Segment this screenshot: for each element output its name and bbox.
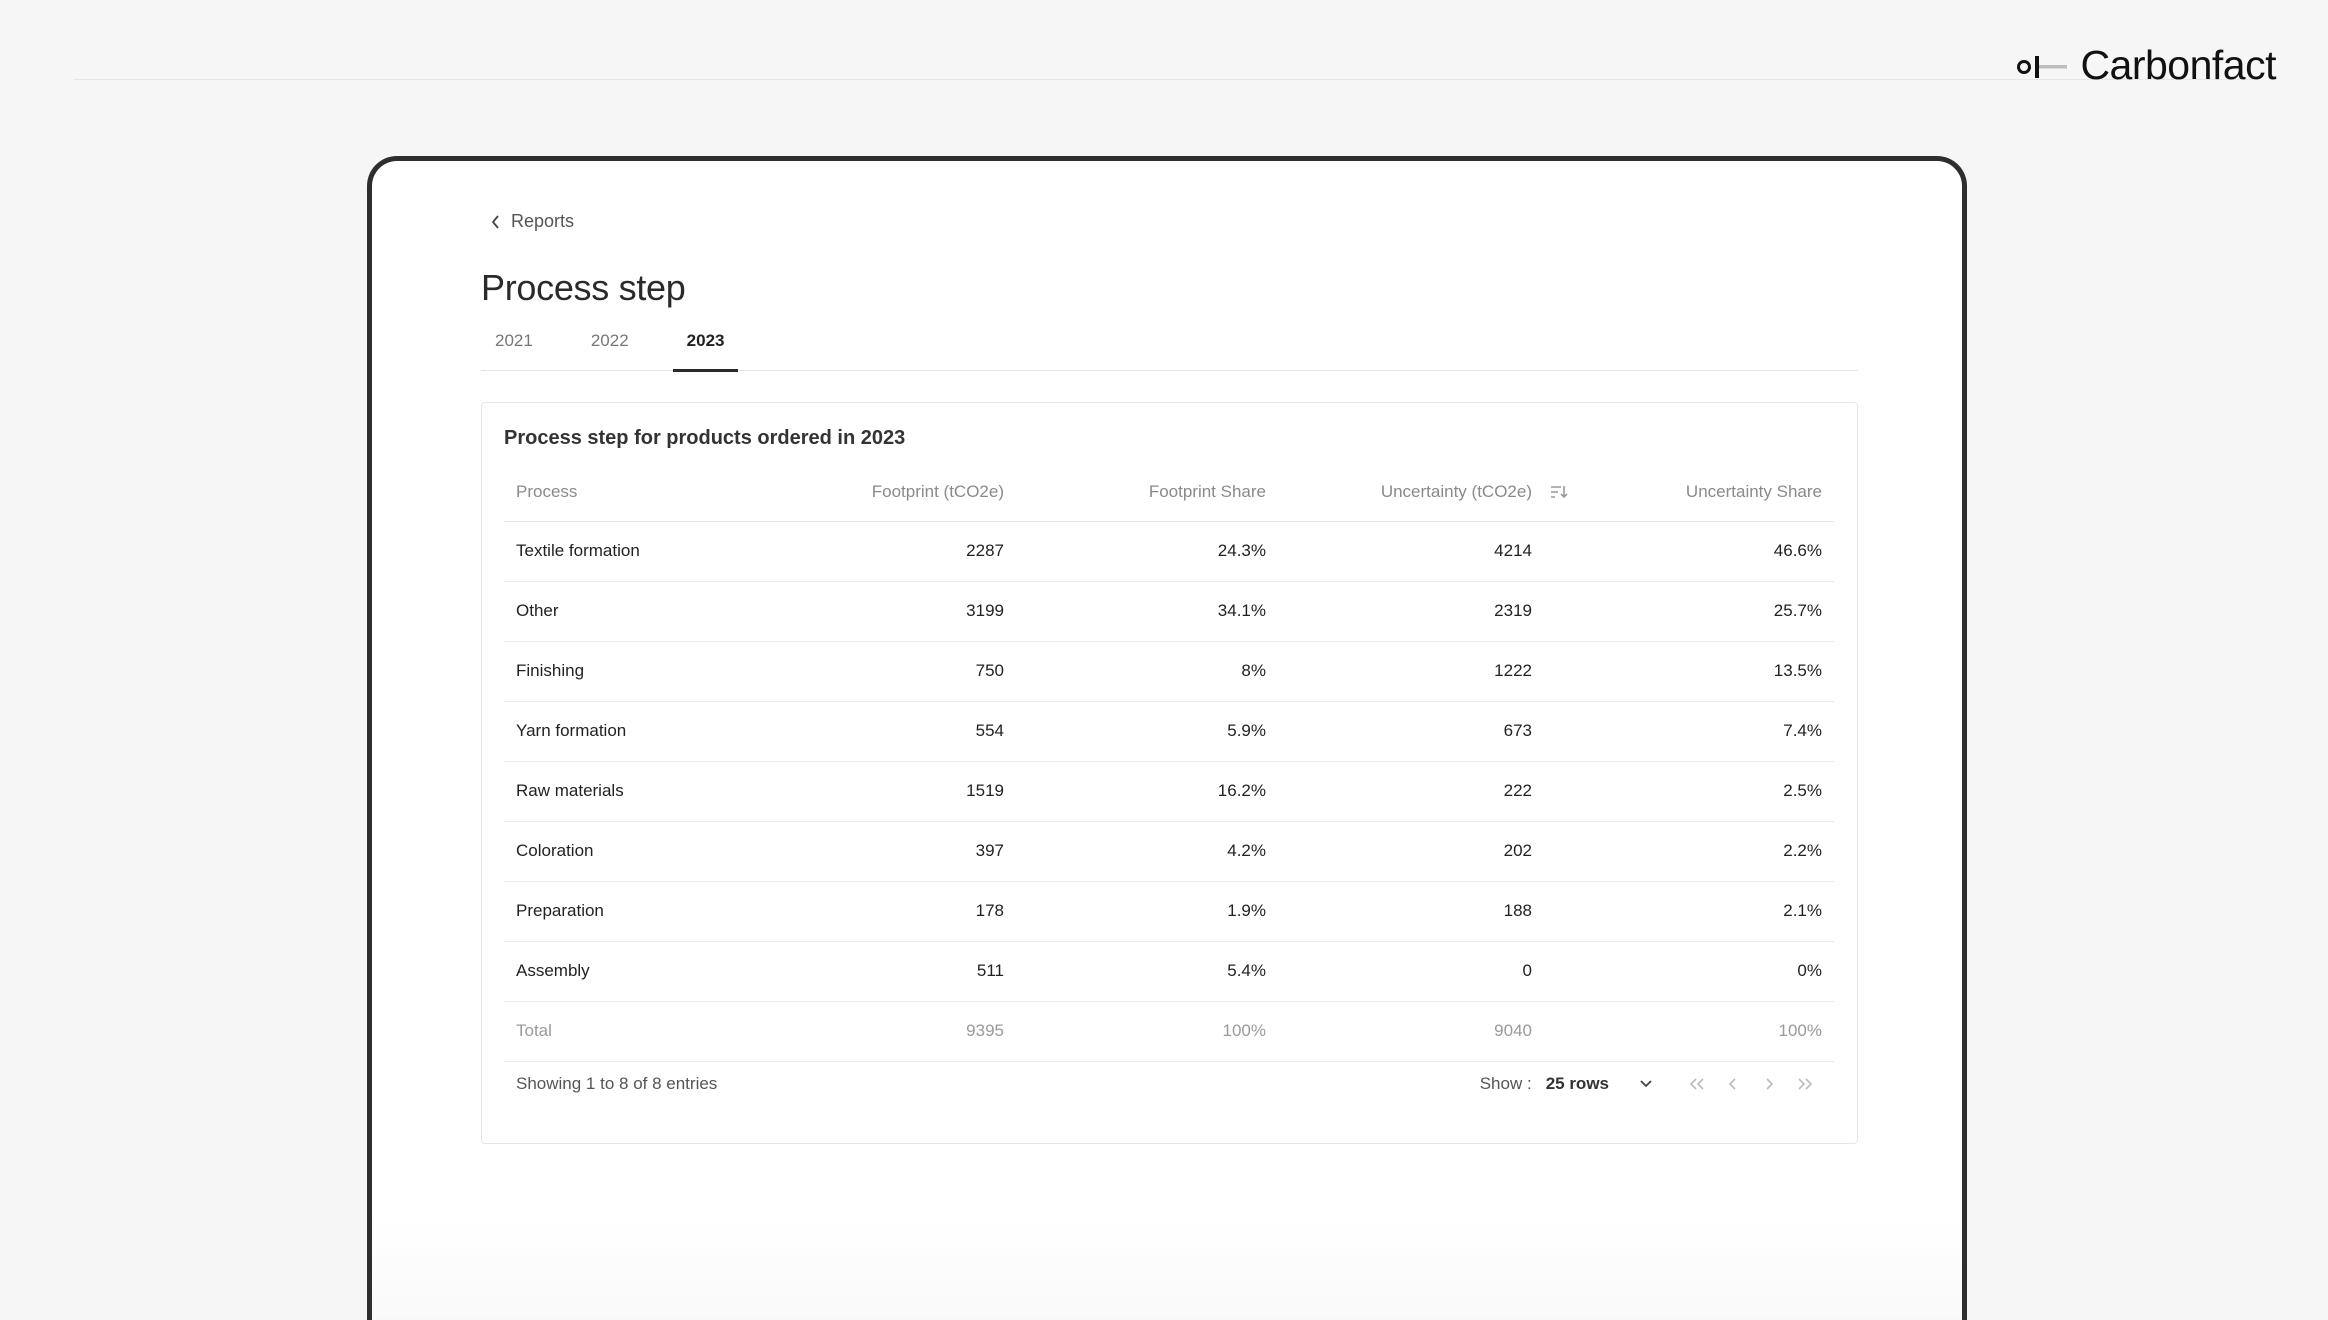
carbonfact-logo-icon — [2017, 55, 2068, 78]
cell-process: Textile formation — [504, 521, 744, 582]
table-total-row: Total 9395 100% 9040 100% — [504, 1001, 1834, 1062]
header-divider — [74, 79, 2254, 80]
next-page-button[interactable] — [1751, 1077, 1787, 1091]
cell-uncertainty-share: 0% — [1544, 941, 1834, 1002]
cell-uncertainty-share: 25.7% — [1544, 581, 1834, 642]
rows-per-page-value: 25 rows — [1545, 1074, 1609, 1093]
cell-uncertainty: 1222 — [1278, 641, 1544, 702]
last-page-button[interactable] — [1787, 1077, 1823, 1091]
cell-process: Other — [504, 581, 744, 642]
total-footprint: 9395 — [744, 1001, 1016, 1062]
table-row: Coloration 397 4.2% 202 2.2% — [504, 821, 1834, 882]
cell-footprint: 511 — [744, 941, 1016, 1002]
tab-2022[interactable]: 2022 — [590, 331, 629, 350]
column-header-process[interactable]: Process — [504, 463, 744, 522]
table-header-row: Process Footprint (tCO2e) Footprint Shar… — [504, 463, 1834, 522]
table-footer: Showing 1 to 8 of 8 entries Show : 25 ro… — [504, 1056, 1835, 1112]
previous-page-button[interactable] — [1715, 1077, 1751, 1091]
cell-uncertainty: 0 — [1278, 941, 1544, 1002]
first-page-button[interactable] — [1679, 1077, 1715, 1091]
cell-footprint-share: 5.4% — [1016, 941, 1278, 1002]
cell-footprint-share: 34.1% — [1016, 581, 1278, 642]
next-page-icon — [1766, 1078, 1774, 1090]
cell-uncertainty: 188 — [1278, 881, 1544, 942]
total-label: Total — [504, 1001, 744, 1062]
cell-footprint: 178 — [744, 881, 1016, 942]
column-header-uncertainty[interactable]: Uncertainty (tCO2e) — [1278, 463, 1544, 522]
back-link-label: Reports — [511, 211, 575, 231]
cell-uncertainty: 4214 — [1278, 521, 1544, 582]
total-footprint-share: 100% — [1016, 1001, 1278, 1062]
cell-footprint-share: 8% — [1016, 641, 1278, 702]
cell-uncertainty-share: 2.5% — [1544, 761, 1834, 822]
year-tabs: 2021 2022 2023 — [481, 325, 1858, 372]
cell-process: Assembly — [504, 941, 744, 1002]
table-row: Textile formation 2287 24.3% 4214 46.6% — [504, 521, 1834, 582]
table-row: Finishing 750 8% 1222 13.5% — [504, 641, 1834, 702]
cell-footprint: 3199 — [744, 581, 1016, 642]
cell-uncertainty: 2319 — [1278, 581, 1544, 642]
previous-page-icon — [1728, 1078, 1736, 1090]
page-title: Process step — [481, 267, 686, 308]
chevron-left-icon — [491, 214, 499, 229]
cell-footprint: 750 — [744, 641, 1016, 702]
table-row: Assembly 511 5.4% 0 0% — [504, 941, 1834, 1002]
cell-process: Finishing — [504, 641, 744, 702]
brand-logo: Carbonfact — [2014, 42, 2276, 89]
cell-uncertainty-share: 46.6% — [1544, 521, 1834, 582]
process-step-card: Process step for products ordered in 202… — [481, 402, 1858, 1144]
cell-uncertainty: 222 — [1278, 761, 1544, 822]
last-page-icon — [1798, 1078, 1813, 1090]
table-row: Yarn formation 554 5.9% 673 7.4% — [504, 701, 1834, 762]
cell-process: Coloration — [504, 821, 744, 882]
cell-footprint-share: 1.9% — [1016, 881, 1278, 942]
cell-footprint: 2287 — [744, 521, 1016, 582]
cell-footprint: 397 — [744, 821, 1016, 882]
cell-uncertainty: 673 — [1278, 701, 1544, 762]
entries-count: Showing 1 to 8 of 8 entries — [516, 1074, 718, 1093]
cell-uncertainty-share: 7.4% — [1544, 701, 1834, 762]
card-title: Process step for products ordered in 202… — [504, 427, 906, 449]
cell-process: Raw materials — [504, 761, 744, 822]
device-frame: Reports Process step 2021 2022 2023 Proc… — [367, 156, 1967, 1320]
show-rows-label: Show : — [1479, 1074, 1532, 1093]
chevron-down-icon — [1640, 1080, 1652, 1088]
rows-per-page-select[interactable]: 25 rows — [1546, 1074, 1653, 1094]
cell-footprint-share: 24.3% — [1016, 521, 1278, 582]
cell-footprint-share: 4.2% — [1016, 821, 1278, 882]
total-uncertainty: 9040 — [1278, 1001, 1544, 1062]
pagination-controls: Show : 25 rows — [1480, 1074, 1835, 1094]
column-header-uncertainty-share-label: Uncertainty Share — [1685, 481, 1822, 501]
column-header-uncertainty-label: Uncertainty (tCO2e) — [1380, 481, 1532, 501]
cell-footprint-share: 16.2% — [1016, 761, 1278, 822]
table-row: Preparation 178 1.9% 188 2.1% — [504, 881, 1834, 942]
tab-2021[interactable]: 2021 — [495, 331, 533, 350]
cell-footprint: 1519 — [744, 761, 1016, 822]
cell-uncertainty: 202 — [1278, 821, 1544, 882]
process-step-table: Process Footprint (tCO2e) Footprint Shar… — [504, 463, 1834, 1062]
table-row: Other 3199 34.1% 2319 25.7% — [504, 581, 1834, 642]
sort-descending-icon[interactable] — [1550, 484, 1568, 500]
back-to-reports-link[interactable]: Reports — [491, 211, 574, 232]
total-uncertainty-share: 100% — [1544, 1001, 1834, 1062]
column-header-uncertainty-share[interactable]: Uncertainty Share — [1544, 463, 1834, 522]
cell-uncertainty-share: 2.2% — [1544, 821, 1834, 882]
cell-footprint: 554 — [744, 701, 1016, 762]
first-page-icon — [1689, 1078, 1704, 1090]
cell-uncertainty-share: 2.1% — [1544, 881, 1834, 942]
app-screen: Reports Process step 2021 2022 2023 Proc… — [372, 161, 1962, 1320]
cell-process: Preparation — [504, 881, 744, 942]
table-row: Raw materials 1519 16.2% 222 2.5% — [504, 761, 1834, 822]
brand-name: Carbonfact — [2080, 42, 2276, 88]
column-header-footprint[interactable]: Footprint (tCO2e) — [744, 463, 1016, 522]
cell-process: Yarn formation — [504, 701, 744, 762]
cell-uncertainty-share: 13.5% — [1544, 641, 1834, 702]
column-header-footprint-share[interactable]: Footprint Share — [1016, 463, 1278, 522]
tab-2023[interactable]: 2023 — [672, 325, 739, 372]
cell-footprint-share: 5.9% — [1016, 701, 1278, 762]
